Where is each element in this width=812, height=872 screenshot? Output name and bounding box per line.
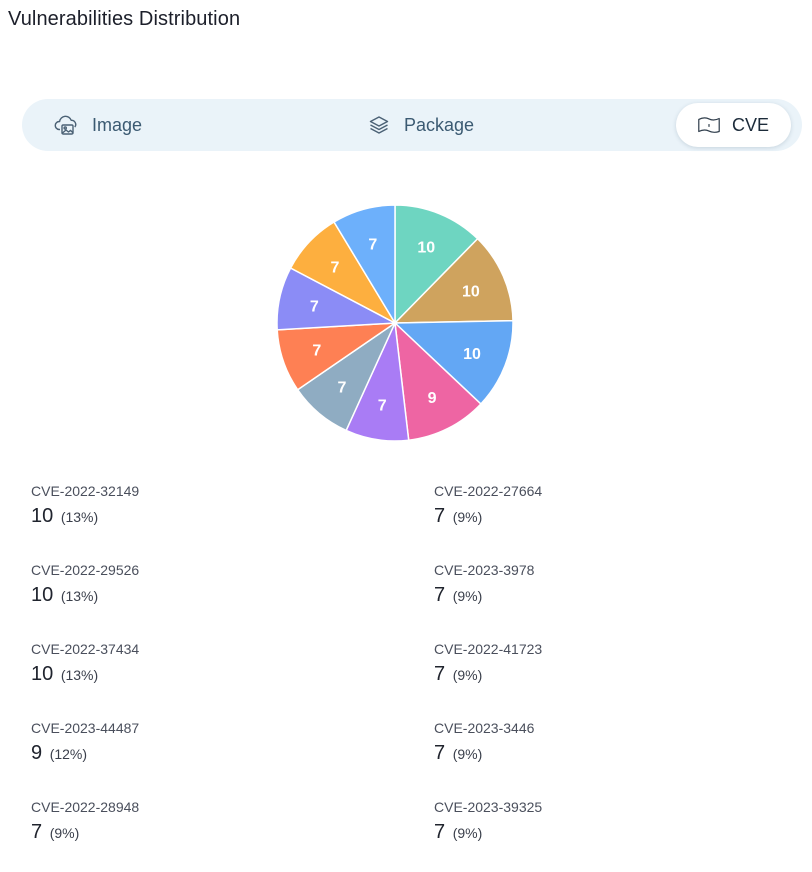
- vulnerabilities-pie-chart: 10 10 10 9 7 7 7 7 7 7: [276, 204, 514, 442]
- pie-slice-label: 7: [310, 299, 319, 316]
- flag-icon: [696, 112, 722, 138]
- pie-slice-label: 10: [463, 346, 481, 363]
- legend-cve-id: CVE-2023-3446: [434, 720, 535, 736]
- legend-cve-id: CVE-2022-28948: [31, 799, 140, 815]
- legend-item[interactable]: CVE-2023-39325 7 (9%): [434, 799, 542, 844]
- legend-cve-id: CVE-2022-41723: [434, 641, 543, 657]
- legend-item[interactable]: CVE-2022-27664 7 (9%): [434, 483, 542, 528]
- legend-percent: (9%): [49, 825, 80, 841]
- legend-count-value: 7: [434, 821, 446, 843]
- pie-slice[interactable]: [393, 319, 514, 406]
- legend-percent: (12%): [49, 746, 88, 762]
- pie-slice-label: 10: [417, 240, 435, 257]
- tab-image[interactable]: Image: [54, 99, 142, 151]
- legend-count-value: 7: [31, 821, 43, 843]
- legend-percent: (9%): [452, 746, 483, 762]
- legend-count-value: 7: [434, 663, 446, 685]
- legend-cve-id: CVE-2023-44487: [31, 720, 140, 736]
- pie-slice[interactable]: [393, 237, 514, 324]
- tab-cve[interactable]: CVE: [676, 103, 792, 147]
- legend-item[interactable]: CVE-2022-32149 10 (13%): [31, 483, 139, 528]
- legend-item[interactable]: CVE-2022-28948 7 (9%): [31, 799, 139, 844]
- legend-cve-id: CVE-2022-32149: [31, 483, 140, 499]
- legend-item[interactable]: CVE-2023-44487 9 (12%): [31, 720, 139, 765]
- legend-cve-id: CVE-2023-39325: [434, 799, 543, 815]
- pie-slice-label: 10: [462, 283, 480, 300]
- legend-item[interactable]: CVE-2022-29526 10 (13%): [31, 562, 139, 607]
- tab-package-label: Package: [404, 114, 475, 135]
- legend-percent: (9%): [452, 588, 483, 604]
- legend-count-value: 7: [434, 505, 446, 527]
- pie-slice-label: 7: [378, 398, 387, 415]
- legend-count-value: 7: [434, 584, 446, 606]
- pie-slice-label: 7: [312, 343, 321, 360]
- legend-percent: (13%): [60, 588, 99, 604]
- legend-count: 10 (13%): [31, 584, 139, 607]
- legend-cve-id: CVE-2022-37434: [31, 641, 140, 657]
- legend-count-value: 7: [434, 742, 446, 764]
- legend-item[interactable]: CVE-2023-3446 7 (9%): [434, 720, 534, 765]
- legend-count: 10 (13%): [31, 505, 139, 528]
- legend-cve-id: CVE-2023-3978: [434, 562, 535, 578]
- layers-icon: [366, 112, 392, 138]
- legend-percent: (13%): [60, 667, 99, 683]
- tab-cve-label: CVE: [732, 114, 770, 135]
- legend-item[interactable]: CVE-2022-37434 10 (13%): [31, 641, 139, 686]
- image-cloud-icon: [54, 112, 80, 138]
- legend-count: 10 (13%): [31, 663, 139, 686]
- legend-percent: (9%): [452, 667, 483, 683]
- tab-image-label: Image: [92, 114, 143, 135]
- pie-slice-label: 7: [330, 259, 339, 276]
- legend-cve-id: CVE-2022-27664: [434, 483, 543, 499]
- pie-slice[interactable]: [394, 204, 479, 325]
- legend-item[interactable]: CVE-2022-41723 7 (9%): [434, 641, 542, 686]
- legend-item[interactable]: CVE-2023-3978 7 (9%): [434, 562, 534, 607]
- legend-count-value: 10: [31, 584, 54, 606]
- legend-count: 7 (9%): [434, 663, 542, 686]
- legend-count: 7 (9%): [434, 821, 542, 844]
- legend-count-value: 10: [31, 505, 54, 527]
- pie-slice-label: 7: [368, 236, 377, 253]
- legend-count: 7 (9%): [434, 505, 542, 528]
- pie-slice-label: 9: [428, 390, 437, 407]
- legend-percent: (9%): [452, 825, 483, 841]
- legend-percent: (9%): [452, 509, 483, 525]
- legend-cve-id: CVE-2022-29526: [31, 562, 140, 578]
- legend-count: 7 (9%): [434, 742, 534, 765]
- legend-percent: (13%): [60, 509, 99, 525]
- pie-slice[interactable]: [394, 321, 482, 442]
- pie-slice[interactable]: [332, 204, 396, 326]
- legend-count: 9 (12%): [31, 742, 139, 765]
- tab-package[interactable]: Package: [366, 99, 474, 151]
- legend-count: 7 (9%): [434, 584, 534, 607]
- page-title: Vulnerabilities Distribution: [8, 8, 241, 30]
- legend-count-value: 10: [31, 663, 54, 685]
- pie-slice-label: 7: [337, 379, 346, 396]
- legend-count: 7 (9%): [31, 821, 139, 844]
- view-tabs: Image Package CVE: [22, 99, 802, 151]
- legend-count-value: 9: [31, 742, 43, 764]
